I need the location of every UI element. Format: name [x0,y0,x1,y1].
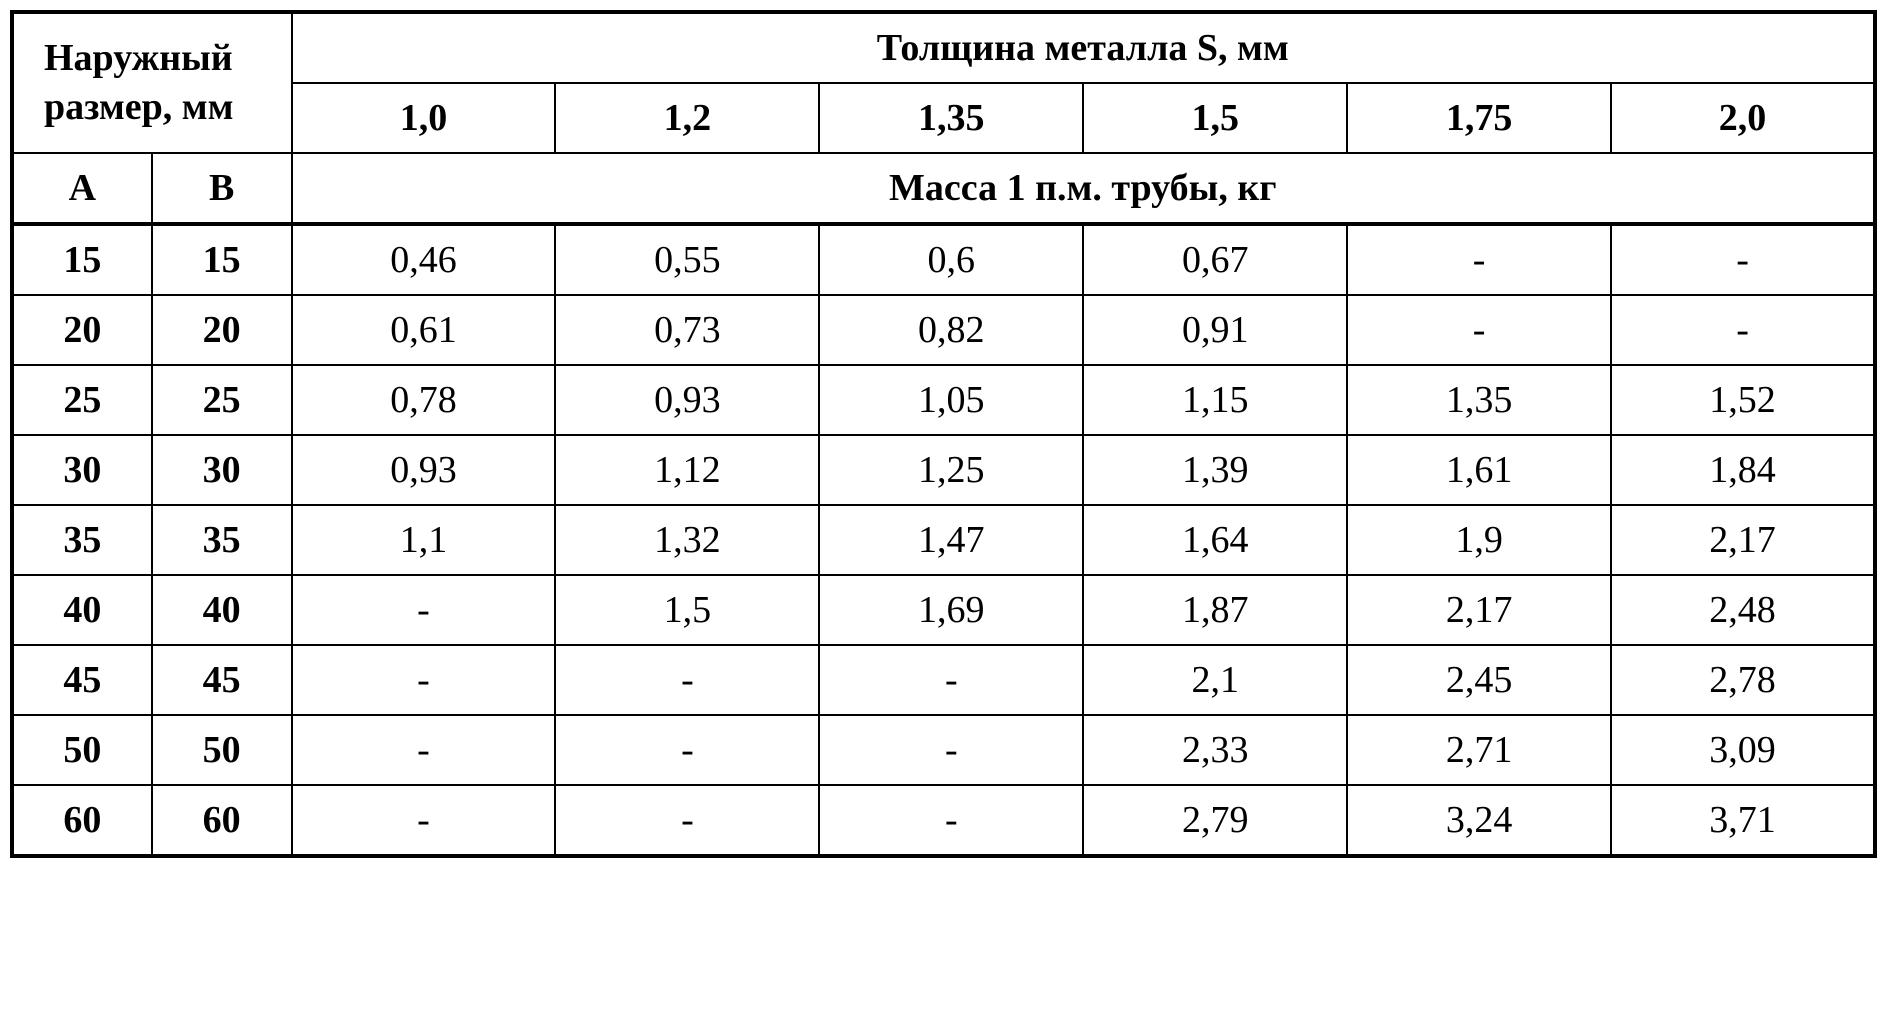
cell-value: - [555,785,819,856]
cell-value: 2,48 [1611,575,1875,645]
cell-a: 20 [12,295,152,365]
table-row: 25 25 0,78 0,93 1,05 1,15 1,35 1,52 [12,365,1875,435]
cell-value: 1,87 [1083,575,1347,645]
header-row-3: А В Масса 1 п.м. трубы, кг [12,153,1875,224]
cell-b: 50 [152,715,292,785]
cell-value: 0,67 [1083,224,1347,295]
cell-value: 0,61 [292,295,556,365]
cell-value: 2,79 [1083,785,1347,856]
cell-value: - [1611,295,1875,365]
cell-value: - [819,715,1083,785]
cell-value: 0,93 [555,365,819,435]
cell-value: 0,82 [819,295,1083,365]
header-thickness-4: 1,75 [1347,83,1611,153]
cell-value: 1,84 [1611,435,1875,505]
cell-a: 25 [12,365,152,435]
cell-value: 2,71 [1347,715,1611,785]
cell-value: - [819,785,1083,856]
cell-value: 0,6 [819,224,1083,295]
pipe-mass-table-container: Наружный размер, мм Толщина металла S, м… [10,10,1877,858]
cell-value: 3,24 [1347,785,1611,856]
table-body: 15 15 0,46 0,55 0,6 0,67 - - 20 20 0,61 … [12,224,1875,856]
cell-value: 1,5 [555,575,819,645]
cell-value: - [555,645,819,715]
cell-a: 40 [12,575,152,645]
cell-value: 1,64 [1083,505,1347,575]
header-thickness-title: Толщина металла S, мм [292,12,1875,83]
cell-value: 0,46 [292,224,556,295]
cell-value: 2,78 [1611,645,1875,715]
cell-value: - [292,715,556,785]
cell-value: 2,45 [1347,645,1611,715]
table-row: 40 40 - 1,5 1,69 1,87 2,17 2,48 [12,575,1875,645]
table-row: 20 20 0,61 0,73 0,82 0,91 - - [12,295,1875,365]
cell-value: 1,05 [819,365,1083,435]
cell-b: 20 [152,295,292,365]
cell-a: 50 [12,715,152,785]
cell-a: 45 [12,645,152,715]
cell-value: 1,35 [1347,365,1611,435]
header-col-b: В [152,153,292,224]
cell-b: 15 [152,224,292,295]
cell-value: 1,12 [555,435,819,505]
cell-value: 0,93 [292,435,556,505]
cell-value: 0,78 [292,365,556,435]
header-outer-size: Наружный размер, мм [12,12,292,153]
cell-a: 60 [12,785,152,856]
cell-a: 35 [12,505,152,575]
cell-b: 60 [152,785,292,856]
header-row-1: Наружный размер, мм Толщина металла S, м… [12,12,1875,83]
header-thickness-5: 2,0 [1611,83,1875,153]
cell-value: - [292,645,556,715]
cell-value: 1,15 [1083,365,1347,435]
cell-b: 25 [152,365,292,435]
header-col-a: А [12,153,152,224]
cell-value: - [819,645,1083,715]
cell-value: 2,17 [1347,575,1611,645]
cell-value: 2,1 [1083,645,1347,715]
cell-value: 3,09 [1611,715,1875,785]
cell-value: - [292,785,556,856]
table-row: 15 15 0,46 0,55 0,6 0,67 - - [12,224,1875,295]
pipe-mass-table: Наружный размер, мм Толщина металла S, м… [10,10,1877,858]
table-row: 50 50 - - - 2,33 2,71 3,09 [12,715,1875,785]
cell-value: 1,25 [819,435,1083,505]
cell-value: 1,52 [1611,365,1875,435]
cell-value: 2,33 [1083,715,1347,785]
cell-value: 0,73 [555,295,819,365]
cell-value: - [1347,224,1611,295]
cell-value: 1,9 [1347,505,1611,575]
header-thickness-3: 1,5 [1083,83,1347,153]
header-mass-title: Масса 1 п.м. трубы, кг [292,153,1875,224]
header-thickness-2: 1,35 [819,83,1083,153]
cell-b: 45 [152,645,292,715]
table-row: 30 30 0,93 1,12 1,25 1,39 1,61 1,84 [12,435,1875,505]
cell-value: 1,61 [1347,435,1611,505]
cell-b: 35 [152,505,292,575]
table-row: 35 35 1,1 1,32 1,47 1,64 1,9 2,17 [12,505,1875,575]
cell-value: - [555,715,819,785]
cell-value: 3,71 [1611,785,1875,856]
cell-a: 15 [12,224,152,295]
header-row-2: 1,0 1,2 1,35 1,5 1,75 2,0 [12,83,1875,153]
cell-value: 1,39 [1083,435,1347,505]
table-row: 45 45 - - - 2,1 2,45 2,78 [12,645,1875,715]
header-thickness-0: 1,0 [292,83,556,153]
cell-value: 1,1 [292,505,556,575]
cell-a: 30 [12,435,152,505]
table-row: 60 60 - - - 2,79 3,24 3,71 [12,785,1875,856]
cell-b: 30 [152,435,292,505]
cell-value: - [1611,224,1875,295]
cell-b: 40 [152,575,292,645]
cell-value: 0,55 [555,224,819,295]
cell-value: 0,91 [1083,295,1347,365]
cell-value: 1,32 [555,505,819,575]
header-thickness-1: 1,2 [555,83,819,153]
cell-value: - [292,575,556,645]
cell-value: 1,69 [819,575,1083,645]
cell-value: 1,47 [819,505,1083,575]
cell-value: - [1347,295,1611,365]
cell-value: 2,17 [1611,505,1875,575]
